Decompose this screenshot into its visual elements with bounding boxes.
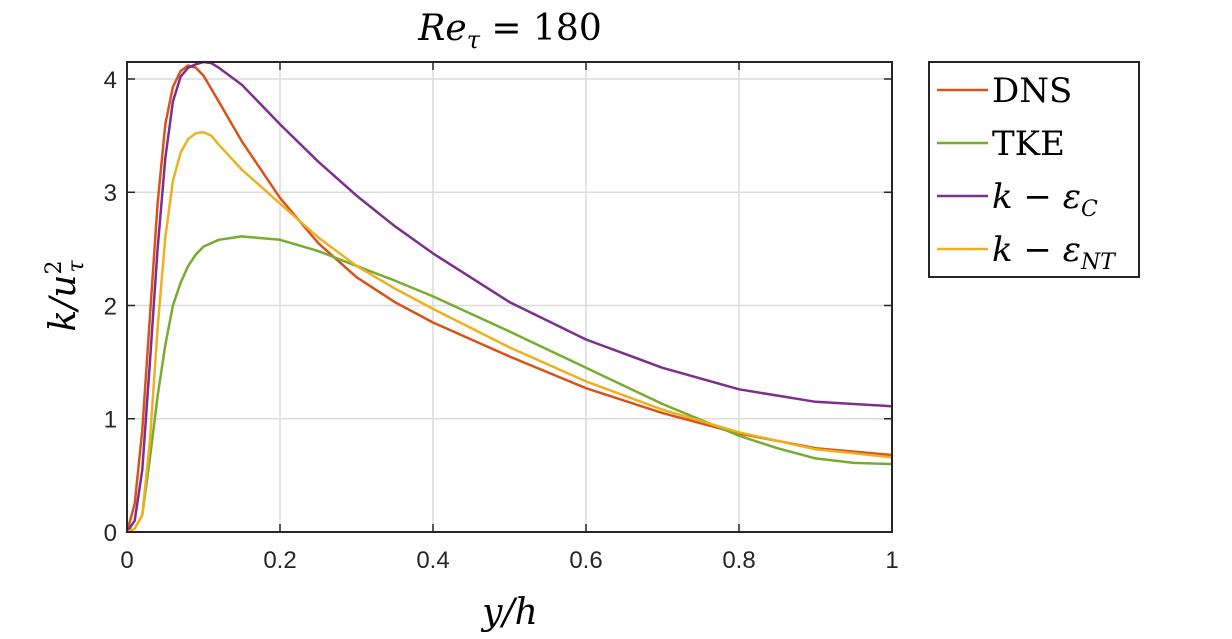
legend-label-1: TKE xyxy=(992,124,1065,164)
x-tick-label: 0.4 xyxy=(416,547,449,574)
ylabel-superscript: 2 xyxy=(42,261,67,275)
y-axis-label-group: k/u2τ xyxy=(42,260,89,332)
legend-label-0: DNS xyxy=(992,71,1072,111)
axis-ticks xyxy=(126,62,893,533)
series-line-1 xyxy=(126,235,893,534)
series-line-2 xyxy=(125,60,893,533)
legend-label-2: k − εC xyxy=(992,177,1098,222)
y-tick-label: 3 xyxy=(104,180,117,207)
series-line-3 xyxy=(126,130,893,534)
x-tick-label: 0.2 xyxy=(263,547,296,574)
plot-lines xyxy=(125,60,893,534)
y-axis-label: k/u2τ xyxy=(42,260,89,332)
legend-label-3: k − εNT xyxy=(992,230,1117,275)
axes-box xyxy=(126,61,893,533)
x-tick-label: 0.8 xyxy=(722,547,755,574)
title-base: Re xyxy=(417,8,466,49)
series-line-0 xyxy=(125,64,893,533)
x-axis-label: y/h xyxy=(480,592,538,633)
y-tick-label: 1 xyxy=(104,407,117,434)
legend-box xyxy=(928,61,1140,278)
y-tick-label: 2 xyxy=(104,293,117,320)
legend-label-subscript: C xyxy=(1081,197,1098,222)
x-tick-label: 0.6 xyxy=(569,547,602,574)
y-tick-label: 0 xyxy=(104,520,117,547)
ylabel-subscript: τ xyxy=(64,260,89,273)
tick-labels: 0 0.2 0.4 0.6 0.8 1 0 1 2 3 4 xyxy=(104,67,899,574)
title-rest: = 180 xyxy=(480,8,602,49)
grid xyxy=(127,62,892,532)
chart-title: Reτ = 180 xyxy=(417,8,601,54)
x-tick-label: 0 xyxy=(120,547,133,574)
ylabel-base: k/u xyxy=(43,275,84,332)
title-subscript: τ xyxy=(467,26,481,54)
legend-label-subscript: NT xyxy=(1080,250,1117,275)
legend-label-base: k − ε xyxy=(992,230,1081,270)
x-tick-label: 1 xyxy=(885,547,898,574)
y-tick-label: 4 xyxy=(104,67,117,94)
legend-label-base: k − ε xyxy=(992,177,1081,217)
